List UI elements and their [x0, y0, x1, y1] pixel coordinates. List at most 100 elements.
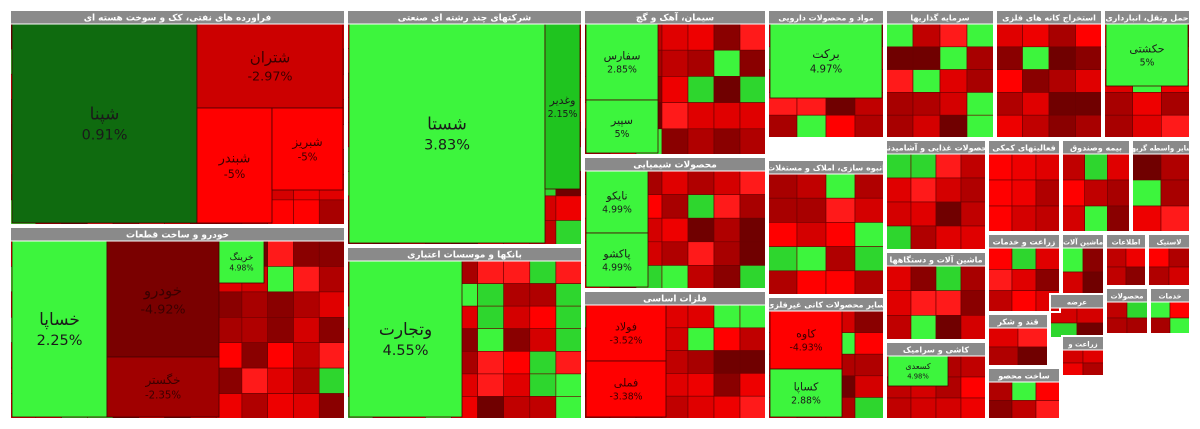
stock-tile-s15[interactable] [987, 205, 1013, 233]
stock-tile-s15[interactable] [1035, 153, 1061, 181]
stock-tile-s11[interactable] [796, 270, 827, 296]
stock-tile-s8[interactable] [293, 240, 320, 267]
stock-tile-s2[interactable] [555, 220, 583, 246]
stock-tile-s10[interactable] [713, 194, 741, 219]
stock-tile-s17[interactable] [1160, 179, 1191, 207]
stock-tile-s3[interactable] [739, 49, 767, 77]
stock-tile-s9[interactable] [503, 396, 531, 420]
stock-tile-s8[interactable] [318, 393, 346, 420]
stock-tile-s18[interactable] [885, 265, 912, 292]
stock-tile-s17[interactable] [1160, 153, 1191, 181]
stock-tile-s10[interactable] [713, 265, 741, 290]
stock-tile-t11[interactable] [11, 240, 108, 418]
stock-tile-s5[interactable] [885, 23, 914, 48]
stock-tile-s6[interactable] [1048, 23, 1076, 48]
stock-tile-s8[interactable] [293, 266, 320, 293]
stock-tile-s22[interactable] [1168, 266, 1191, 287]
stock-tile-s22[interactable] [1168, 247, 1191, 268]
stock-tile-s10[interactable] [687, 217, 715, 243]
stock-tile-s8[interactable] [293, 367, 320, 394]
stock-tile-s20[interactable] [1061, 247, 1084, 273]
stock-tile-t18[interactable] [585, 304, 667, 362]
stock-tile-s9[interactable] [555, 328, 583, 352]
stock-tile-s6[interactable] [1048, 69, 1076, 93]
stock-tile-s2[interactable] [555, 195, 583, 221]
stock-tile-s5[interactable] [966, 92, 995, 116]
stock-tile-s26[interactable] [1169, 301, 1191, 319]
stock-tile-s9[interactable] [503, 350, 531, 375]
stock-tile-s20[interactable] [1061, 271, 1084, 297]
stock-tile-s8[interactable] [267, 393, 294, 420]
stock-tile-s14[interactable] [960, 225, 987, 251]
stock-tile-s9[interactable] [477, 305, 505, 330]
stock-tile-s26[interactable] [1169, 317, 1191, 335]
stock-tile-t9[interactable] [769, 23, 883, 99]
stock-tile-s12[interactable] [739, 395, 767, 420]
stock-tile-s5[interactable] [939, 46, 968, 70]
stock-tile-s8[interactable] [318, 240, 346, 267]
stock-tile-s3[interactable] [739, 23, 767, 51]
stock-tile-s10[interactable] [713, 217, 741, 243]
stock-tile-s10[interactable] [739, 217, 767, 243]
stock-tile-s9[interactable] [555, 350, 583, 375]
stock-tile-s16[interactable] [1084, 179, 1108, 207]
stock-tile-s9[interactable] [529, 396, 557, 420]
stock-tile-s19[interactable] [1035, 268, 1061, 291]
stock-tile-s11[interactable] [767, 222, 798, 247]
stock-tile-s12[interactable] [713, 395, 741, 420]
stock-tile-s27[interactable] [885, 397, 912, 420]
stock-tile-s17[interactable] [1131, 205, 1162, 233]
stock-tile-s5[interactable] [912, 92, 941, 116]
stock-tile-s16[interactable] [1061, 179, 1086, 207]
stock-tile-s8[interactable] [267, 367, 294, 394]
stock-tile-s11[interactable] [796, 222, 827, 247]
stock-tile-s18[interactable] [960, 314, 987, 341]
stock-tile-s3[interactable] [713, 23, 741, 51]
stock-tile-s16[interactable] [1107, 153, 1131, 181]
stock-tile-s21[interactable] [1105, 247, 1127, 268]
stock-tile-s11[interactable] [854, 222, 885, 247]
stock-tile-s18[interactable] [885, 314, 912, 341]
stock-tile-s16[interactable] [1084, 153, 1108, 181]
stock-tile-s6[interactable] [1022, 23, 1050, 48]
stock-tile-s16[interactable] [1084, 205, 1108, 233]
stock-tile-s8[interactable] [318, 266, 346, 293]
stock-tile-s9[interactable] [503, 260, 531, 284]
stock-tile-s3[interactable] [687, 128, 715, 156]
stock-tile-s9[interactable] [529, 260, 557, 284]
stock-tile-s5[interactable] [885, 69, 914, 93]
stock-tile-s8[interactable] [215, 393, 243, 420]
stock-tile-s11[interactable] [767, 246, 798, 272]
stock-tile-s6[interactable] [1075, 46, 1103, 70]
stock-tile-t15[interactable] [348, 260, 463, 418]
stock-tile-s6[interactable] [1048, 46, 1076, 70]
stock-tile-t13[interactable] [106, 356, 220, 418]
stock-tile-s5[interactable] [912, 23, 941, 48]
stock-tile-t19[interactable] [585, 360, 667, 418]
stock-tile-s14[interactable] [910, 201, 937, 227]
stock-tile-s8[interactable] [241, 367, 268, 394]
stock-tile-s14[interactable] [960, 177, 987, 203]
stock-tile-s11[interactable] [825, 197, 856, 223]
stock-tile-s10[interactable] [661, 241, 689, 266]
stock-tile-s16[interactable] [1061, 205, 1086, 233]
stock-tile-s28[interactable] [987, 400, 1013, 420]
stock-tile-s5[interactable] [912, 69, 941, 93]
stock-tile-s18[interactable] [910, 265, 937, 292]
stock-tile-s12[interactable] [739, 327, 767, 351]
stock-tile-s12[interactable] [687, 327, 715, 351]
stock-tile-s18[interactable] [935, 265, 962, 292]
stock-tile-s22[interactable] [1147, 247, 1170, 268]
stock-tile-s9[interactable] [477, 373, 505, 397]
stock-tile-s23[interactable] [987, 327, 1019, 348]
stock-tile-s4[interactable] [796, 114, 827, 139]
stock-tile-s14[interactable] [960, 153, 987, 179]
stock-tile-s11[interactable] [825, 270, 856, 296]
stock-tile-t3[interactable] [196, 107, 273, 224]
stock-tile-s10[interactable] [739, 265, 767, 290]
stock-tile-s10[interactable] [713, 170, 741, 195]
stock-tile-s8[interactable] [293, 393, 320, 420]
stock-tile-s7[interactable] [1103, 92, 1134, 116]
stock-tile-s14[interactable] [935, 153, 962, 179]
stock-tile-s8[interactable] [293, 342, 320, 369]
